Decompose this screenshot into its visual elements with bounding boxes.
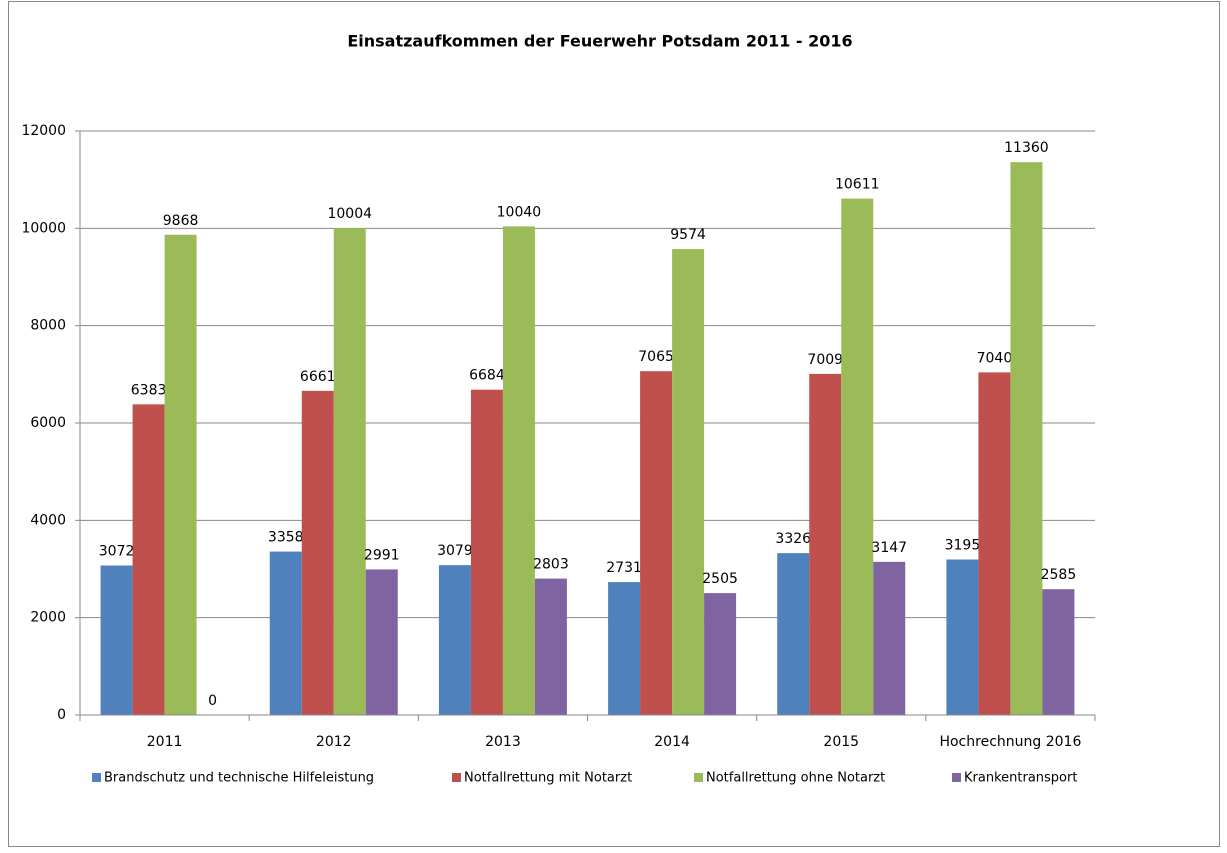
data-label: 10040 [497, 204, 542, 220]
bar [809, 373, 842, 715]
x-tick-label: Hochrechnung 2016 [939, 734, 1081, 750]
y-tick-label: 0 [57, 707, 66, 723]
data-label: 0 [208, 693, 217, 709]
data-label: 2991 [364, 547, 400, 563]
data-label: 2585 [1041, 567, 1077, 583]
y-tick-label: 8000 [30, 318, 66, 334]
bar [534, 578, 567, 715]
bar [777, 553, 810, 715]
data-label: 10004 [327, 206, 372, 222]
bar [1010, 162, 1043, 715]
data-label: 11360 [1004, 140, 1049, 156]
data-label: 3326 [775, 531, 811, 547]
bar [164, 234, 197, 716]
x-tick-label: 2013 [485, 734, 521, 750]
data-label: 3079 [437, 543, 473, 559]
x-tick-label: 2011 [147, 734, 183, 750]
x-tick-label: 2014 [654, 734, 690, 750]
bar [502, 226, 535, 716]
legend-label: Brandschutz und technische Hilfeleistung [104, 771, 374, 786]
data-label: 3358 [268, 530, 304, 546]
bar [470, 389, 503, 715]
data-label: 2731 [606, 560, 642, 576]
bar [978, 372, 1011, 715]
y-tick-label: 2000 [30, 610, 66, 626]
data-label: 2505 [702, 571, 738, 587]
y-tick-label: 4000 [30, 512, 66, 528]
bar [132, 404, 165, 715]
bar [946, 559, 979, 715]
legend-label: Krankentransport [964, 771, 1077, 786]
legend-swatch [694, 773, 703, 782]
bar [301, 390, 334, 715]
y-tick-label: 10000 [21, 220, 66, 236]
bar [269, 551, 302, 715]
legend-label: Notfallrettung ohne Notarzt [706, 771, 885, 786]
bar [438, 565, 471, 715]
data-label: 3195 [945, 538, 981, 554]
x-tick-label: 2012 [316, 734, 352, 750]
data-label: 7009 [807, 352, 843, 368]
x-tick-label: 2015 [823, 734, 859, 750]
bar [365, 569, 398, 715]
legend-label: Notfallrettung mit Notarzt [464, 771, 632, 786]
bar [608, 582, 641, 715]
data-label: 9868 [163, 213, 199, 229]
frame [8, 1, 1220, 847]
bar [873, 561, 906, 715]
legend-swatch [452, 773, 461, 782]
data-label: 6684 [469, 368, 505, 384]
data-label: 6383 [131, 382, 167, 398]
data-label: 3147 [871, 540, 907, 556]
bar [100, 565, 133, 715]
legend-swatch [952, 773, 961, 782]
data-label: 10611 [835, 177, 880, 193]
data-label: 2803 [533, 557, 569, 573]
y-tick-label: 12000 [21, 123, 66, 139]
legend-swatch [92, 773, 101, 782]
data-label: 6661 [300, 369, 336, 385]
data-label: 7040 [977, 350, 1013, 366]
bar [640, 371, 673, 715]
bar [672, 249, 705, 715]
data-label: 3072 [99, 543, 135, 559]
y-tick-label: 6000 [30, 415, 66, 431]
bar [704, 593, 737, 715]
bar [1042, 589, 1075, 715]
bar [333, 228, 366, 715]
data-label: 9574 [670, 227, 706, 243]
chart-title: Einsatzaufkommen der Feuerwehr Potsdam 2… [347, 32, 852, 51]
data-label: 7065 [638, 349, 674, 365]
bar [841, 198, 874, 715]
